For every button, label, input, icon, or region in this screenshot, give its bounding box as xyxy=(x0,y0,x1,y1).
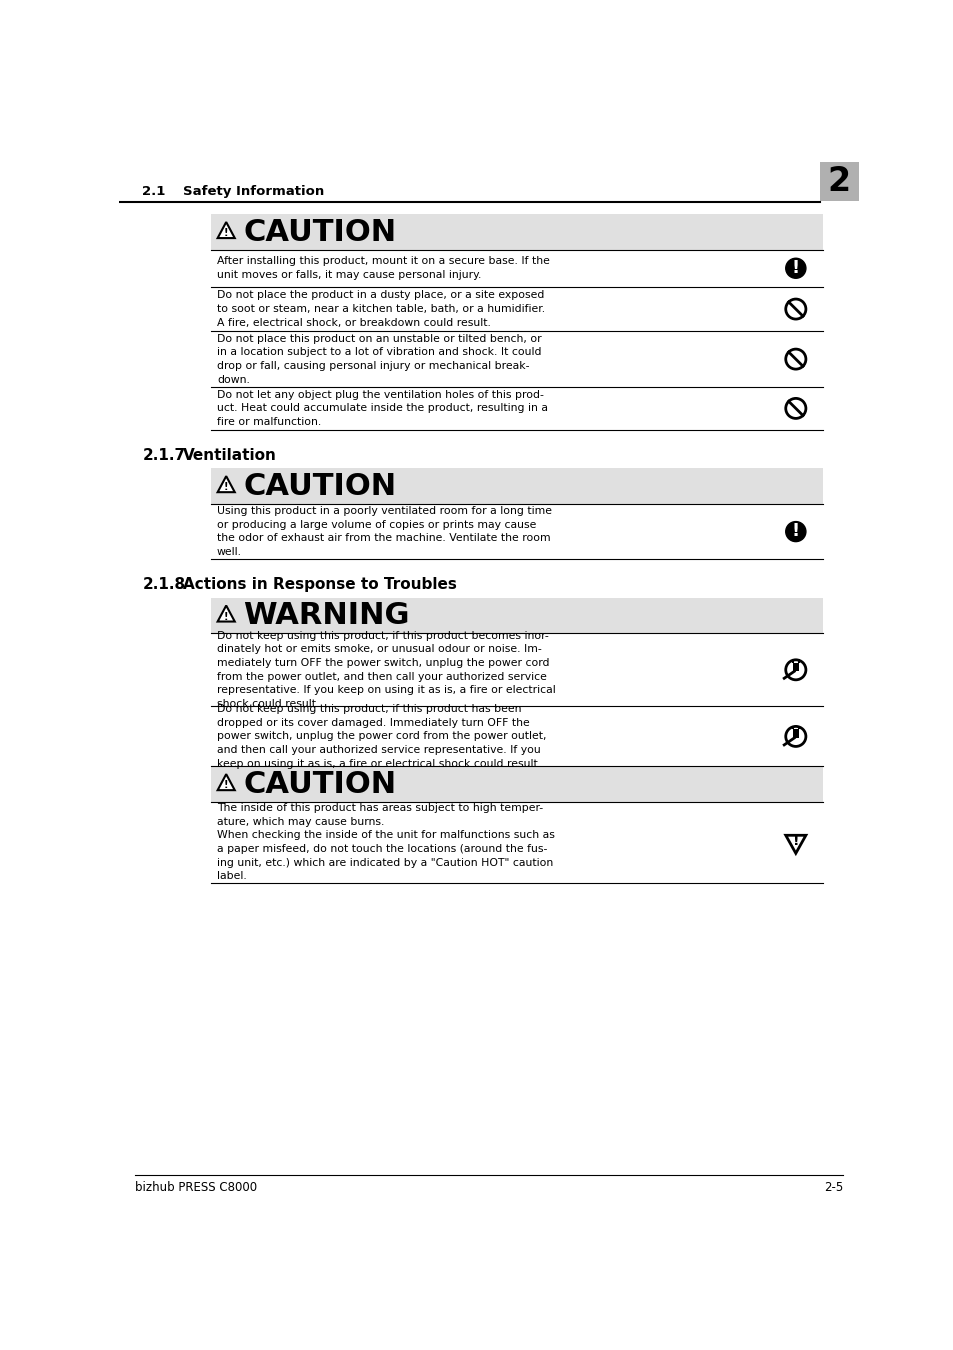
Polygon shape xyxy=(217,606,234,621)
Text: Do not keep using this product, if this product has been
dropped or its cover da: Do not keep using this product, if this … xyxy=(216,705,546,768)
Bar xyxy=(791,726,793,729)
Text: After installing this product, mount it on a secure base. If the
unit moves or f: After installing this product, mount it … xyxy=(216,256,549,279)
Circle shape xyxy=(785,258,805,278)
Polygon shape xyxy=(217,221,234,238)
Text: Do not keep using this product, if this product becomes inor-
dinately hot or em: Do not keep using this product, if this … xyxy=(216,630,555,709)
FancyBboxPatch shape xyxy=(211,468,822,504)
Text: CAUTION: CAUTION xyxy=(243,217,395,247)
Bar xyxy=(792,729,798,738)
Text: Safety Information: Safety Information xyxy=(183,185,324,197)
Text: bizhub PRESS C8000: bizhub PRESS C8000 xyxy=(134,1181,256,1195)
Text: Actions in Response to Troubles: Actions in Response to Troubles xyxy=(183,578,456,593)
Bar xyxy=(791,659,793,663)
Text: CAUTION: CAUTION xyxy=(243,471,395,501)
Circle shape xyxy=(785,521,805,541)
Bar xyxy=(797,726,799,729)
Text: The inside of this product has areas subject to high temper-
ature, which may ca: The inside of this product has areas sub… xyxy=(216,803,555,882)
Text: Do not let any object plug the ventilation holes of this prod-
uct. Heat could a: Do not let any object plug the ventilati… xyxy=(216,390,547,427)
Text: !: ! xyxy=(224,482,228,493)
Text: 2.1: 2.1 xyxy=(142,185,166,197)
Bar xyxy=(797,659,799,663)
FancyBboxPatch shape xyxy=(211,598,822,633)
FancyBboxPatch shape xyxy=(211,215,822,250)
Text: !: ! xyxy=(791,522,799,540)
Text: 2.1.8: 2.1.8 xyxy=(142,578,186,593)
Text: WARNING: WARNING xyxy=(243,601,410,630)
Text: Do not place the product in a dusty place, or a site exposed
to soot or steam, n: Do not place the product in a dusty plac… xyxy=(216,290,544,328)
Bar xyxy=(792,663,798,671)
FancyBboxPatch shape xyxy=(819,162,858,201)
Text: !: ! xyxy=(791,259,799,277)
Text: !: ! xyxy=(224,780,228,790)
Text: Ventilation: Ventilation xyxy=(183,448,276,463)
Text: !: ! xyxy=(224,612,228,621)
FancyBboxPatch shape xyxy=(211,767,822,802)
Polygon shape xyxy=(217,477,234,493)
Text: 2: 2 xyxy=(827,165,850,197)
Text: !: ! xyxy=(224,228,228,238)
Text: CAUTION: CAUTION xyxy=(243,769,395,799)
Text: 2-5: 2-5 xyxy=(823,1181,842,1195)
Text: Using this product in a poorly ventilated room for a long time
or producing a la: Using this product in a poorly ventilate… xyxy=(216,506,552,558)
Text: Do not place this product on an unstable or tilted bench, or
in a location subje: Do not place this product on an unstable… xyxy=(216,333,541,385)
Text: 2.1.7: 2.1.7 xyxy=(142,448,186,463)
Polygon shape xyxy=(217,774,234,790)
Text: !: ! xyxy=(792,834,799,848)
